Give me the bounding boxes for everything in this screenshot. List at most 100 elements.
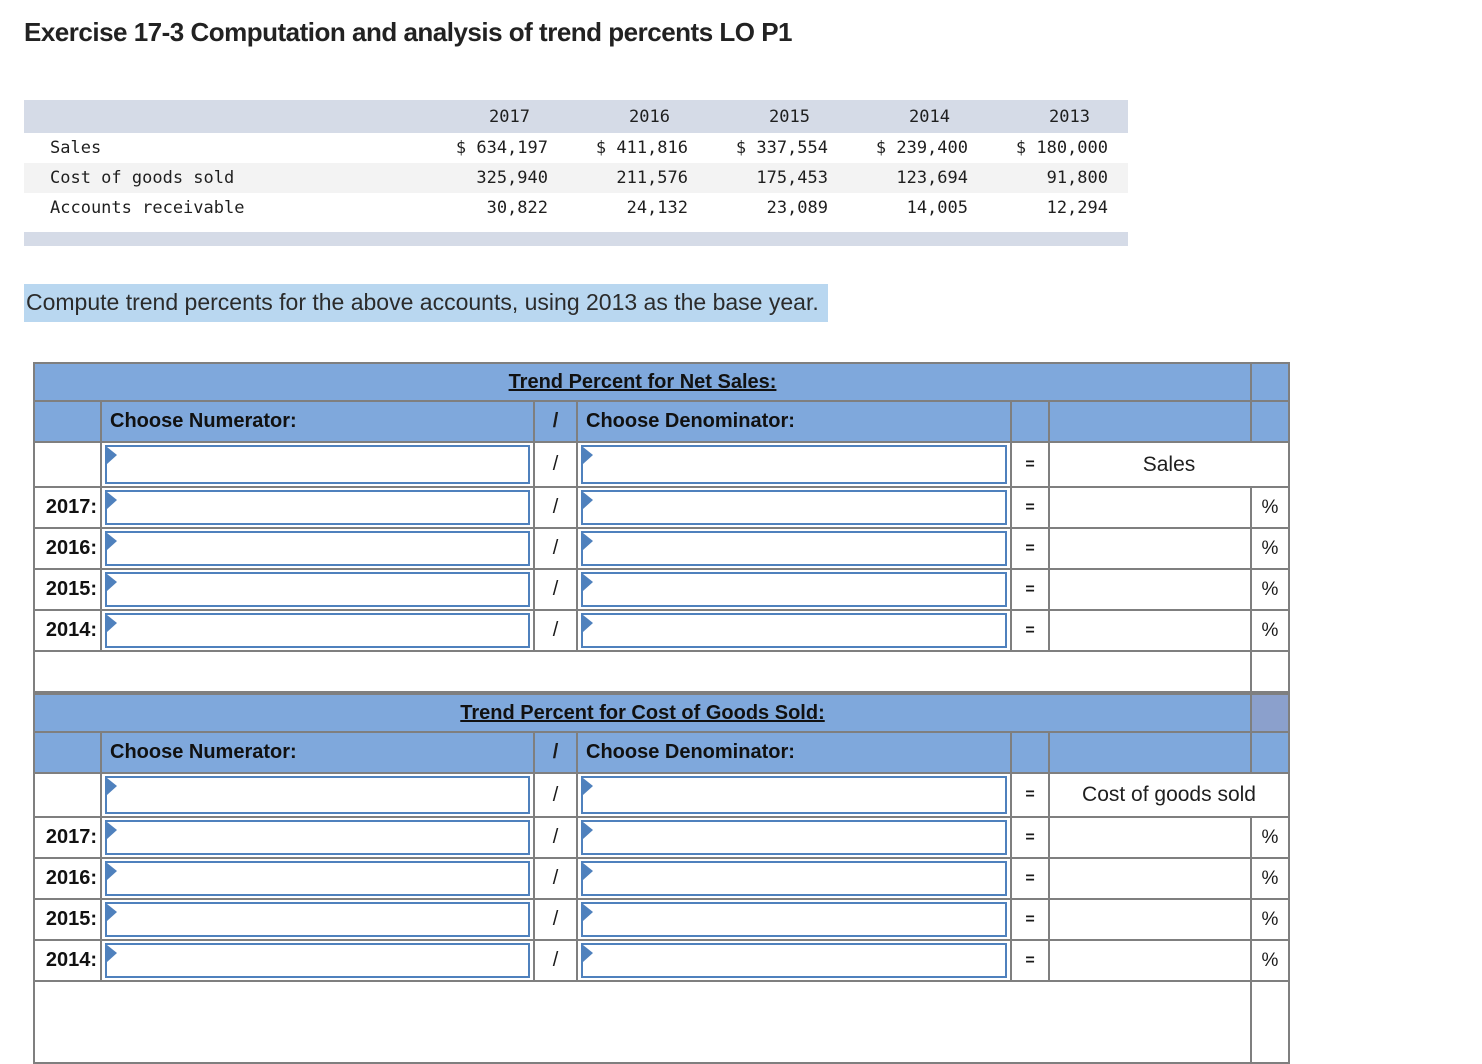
account-value: 14,005 — [906, 198, 968, 218]
numerator-select[interactable] — [105, 820, 530, 855]
dropdown-flag-icon — [107, 447, 118, 465]
instruction-banner: Compute trend percents for the above acc… — [24, 284, 828, 322]
account-value: $ 634,197 — [455, 138, 548, 158]
numerator-cell — [102, 774, 533, 816]
year-label-cell: 2015: — [35, 900, 100, 939]
numerator-header: Choose Numerator: — [102, 733, 533, 772]
numerator-select[interactable] — [105, 613, 530, 648]
spacer-cell — [1252, 652, 1288, 691]
dropdown-flag-icon — [107, 863, 118, 881]
empty-cell — [1252, 733, 1288, 772]
dropdown-flag-icon — [583, 533, 594, 551]
equals-cell: = — [1012, 488, 1048, 527]
year-label-cell: 2014: — [35, 941, 100, 980]
numerator-cell — [102, 529, 533, 568]
numerator-select[interactable] — [105, 902, 530, 937]
spacer-cell — [35, 652, 1250, 691]
numerator-select[interactable] — [105, 445, 530, 484]
financial-data-table: 2017 2016 2015 2014 2013 Sales $ 634,197… — [24, 100, 1128, 246]
table-heading-text: Trend Percent for Net Sales: — [508, 370, 777, 393]
year-header-row: 2017 2016 2015 2014 2013 — [24, 100, 1128, 133]
slash-header: / — [535, 402, 576, 441]
numerator-select[interactable] — [105, 776, 530, 814]
numerator-cell — [102, 611, 533, 650]
slash-cell: / — [535, 774, 576, 816]
denominator-select[interactable] — [581, 902, 1007, 937]
equals-cell: = — [1012, 774, 1048, 816]
year-header-cell: 2013 — [1049, 106, 1090, 127]
slash-cell: / — [535, 941, 576, 980]
empty-cell — [1252, 402, 1288, 441]
account-value: 91,800 — [1046, 168, 1108, 188]
slash-cell: / — [535, 488, 576, 527]
dropdown-flag-icon — [583, 904, 594, 922]
dropdown-flag-icon — [583, 574, 594, 592]
equals-cell: = — [1012, 900, 1048, 939]
table-heading: Trend Percent for Net Sales: — [35, 364, 1250, 400]
slash-cell: / — [535, 859, 576, 898]
denominator-select[interactable] — [581, 490, 1007, 525]
account-label: Sales — [50, 138, 102, 158]
dropdown-flag-icon — [107, 574, 118, 592]
equals-cell: = — [1012, 941, 1048, 980]
empty-cell — [1012, 402, 1048, 441]
trend-table-cogs: Trend Percent for Cost of Goods Sold: Ch… — [33, 693, 1290, 1064]
result-cell — [1050, 529, 1250, 568]
slash-cell: / — [535, 611, 576, 650]
dropdown-flag-icon — [583, 822, 594, 840]
account-value: 24,132 — [626, 198, 688, 218]
equals-cell: = — [1012, 818, 1048, 857]
denominator-cell — [578, 570, 1010, 609]
numerator-select[interactable] — [105, 490, 530, 525]
empty-cell — [35, 733, 100, 772]
denominator-cell — [578, 488, 1010, 527]
year-header-cell: 2016 — [629, 106, 670, 127]
denominator-cell — [578, 900, 1010, 939]
numerator-select[interactable] — [105, 943, 530, 978]
equals-cell: = — [1012, 611, 1048, 650]
account-value: $ 337,554 — [735, 138, 828, 158]
denominator-cell — [578, 529, 1010, 568]
denominator-select[interactable] — [581, 943, 1007, 978]
year-label-cell: 2016: — [35, 859, 100, 898]
equals-cell: = — [1012, 859, 1048, 898]
denominator-cell — [578, 818, 1010, 857]
denominator-select[interactable] — [581, 445, 1007, 484]
dropdown-flag-icon — [107, 822, 118, 840]
numerator-select[interactable] — [105, 531, 530, 566]
denominator-cell — [578, 774, 1010, 816]
year-label-cell: 2017: — [35, 818, 100, 857]
dropdown-flag-icon — [583, 492, 594, 510]
numerator-cell — [102, 900, 533, 939]
denominator-cell — [578, 611, 1010, 650]
denominator-select[interactable] — [581, 613, 1007, 648]
numerator-header: Choose Numerator: — [102, 402, 533, 441]
account-row-sales: Sales $ 634,197 $ 411,816 $ 337,554 $ 23… — [24, 133, 1128, 163]
year-label-cell — [35, 774, 100, 816]
result-cell — [1050, 488, 1250, 527]
result-cell — [1050, 859, 1250, 898]
numerator-cell — [102, 488, 533, 527]
denominator-select[interactable] — [581, 820, 1007, 855]
year-header-cell: 2015 — [769, 106, 810, 127]
numerator-select[interactable] — [105, 861, 530, 896]
denominator-header: Choose Denominator: — [578, 402, 1010, 441]
denominator-select[interactable] — [581, 776, 1007, 814]
account-value: 30,822 — [486, 198, 548, 218]
year-label-cell: 2017: — [35, 488, 100, 527]
numerator-select[interactable] — [105, 572, 530, 607]
result-cell — [1050, 818, 1250, 857]
year-label-cell: 2014: — [35, 611, 100, 650]
dropdown-flag-icon — [107, 615, 118, 633]
equals-cell: = — [1012, 529, 1048, 568]
year-header-cell: 2017 — [489, 106, 530, 127]
percent-cell: % — [1252, 818, 1288, 857]
denominator-select[interactable] — [581, 572, 1007, 607]
numerator-cell — [102, 570, 533, 609]
denominator-select[interactable] — [581, 531, 1007, 566]
equals-cell: = — [1012, 570, 1048, 609]
denominator-select[interactable] — [581, 861, 1007, 896]
percent-cell: % — [1252, 859, 1288, 898]
year-label-cell: 2015: — [35, 570, 100, 609]
trend-table-net-sales: Trend Percent for Net Sales: Choose Nume… — [33, 362, 1290, 693]
